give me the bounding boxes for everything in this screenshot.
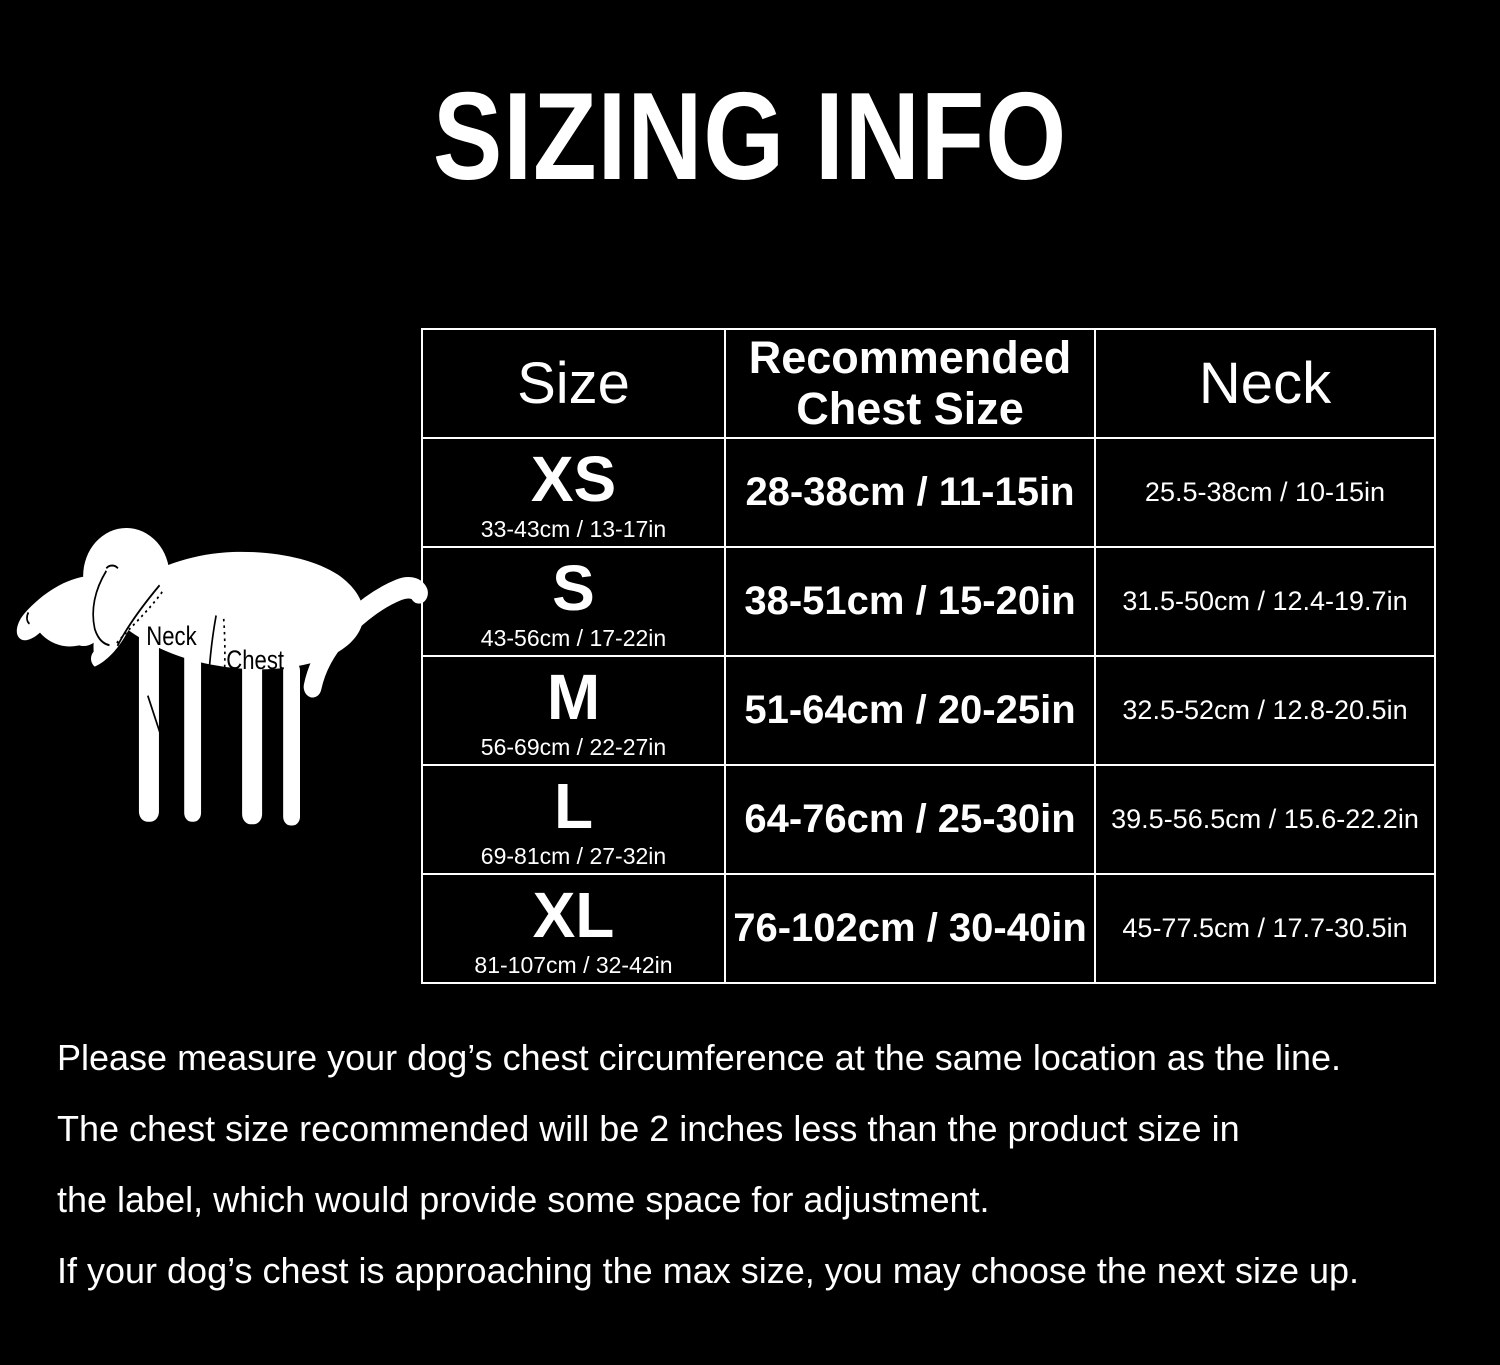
svg-text:Neck: Neck xyxy=(146,622,197,651)
svg-text:Chest: Chest xyxy=(226,646,284,675)
